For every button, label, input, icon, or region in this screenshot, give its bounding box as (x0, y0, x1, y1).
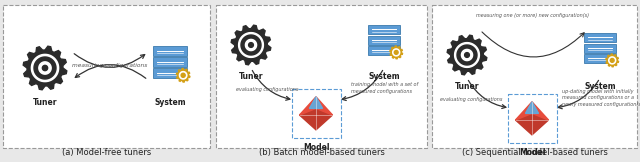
Text: up-dating model with initially
measured configurations or a
newly measured confi: up-dating model with initially measured … (562, 89, 640, 107)
Polygon shape (39, 62, 51, 74)
FancyBboxPatch shape (154, 68, 187, 78)
Bar (432, 5, 637, 148)
Polygon shape (447, 35, 487, 75)
Polygon shape (515, 113, 548, 135)
FancyArrowPatch shape (468, 80, 506, 109)
Text: Model: Model (519, 148, 545, 157)
FancyBboxPatch shape (368, 46, 400, 55)
Polygon shape (300, 108, 333, 130)
Polygon shape (457, 45, 477, 65)
FancyBboxPatch shape (368, 25, 400, 34)
Text: (b) Batch model-based tuners: (b) Batch model-based tuners (259, 148, 385, 157)
FancyArrowPatch shape (76, 65, 146, 78)
Text: Model: Model (303, 143, 329, 152)
Text: measuring one (or more) new configuration(s): measuring one (or more) new configuratio… (476, 13, 589, 18)
Text: evaluating configurations: evaluating configurations (236, 87, 298, 93)
FancyBboxPatch shape (154, 46, 187, 56)
Polygon shape (42, 65, 47, 71)
FancyBboxPatch shape (584, 44, 616, 52)
Text: System: System (368, 72, 400, 81)
Polygon shape (309, 97, 323, 108)
FancyArrowPatch shape (74, 54, 145, 67)
Polygon shape (245, 39, 257, 51)
FancyBboxPatch shape (154, 57, 187, 67)
Polygon shape (31, 54, 59, 82)
FancyArrowPatch shape (342, 70, 383, 100)
Bar (216, 5, 427, 148)
FancyArrowPatch shape (252, 70, 290, 100)
Polygon shape (181, 73, 185, 77)
Text: System: System (584, 82, 616, 91)
Polygon shape (609, 57, 616, 64)
Polygon shape (461, 49, 472, 61)
Text: (a) Model-free tuners: (a) Model-free tuners (62, 148, 152, 157)
Polygon shape (515, 102, 548, 120)
Text: Tuner: Tuner (33, 98, 57, 107)
Polygon shape (393, 49, 400, 56)
Polygon shape (34, 57, 56, 79)
Polygon shape (248, 43, 253, 47)
Polygon shape (606, 54, 618, 67)
Bar (3, 5, 210, 148)
Polygon shape (239, 33, 264, 57)
Text: evaluating configurations: evaluating configurations (440, 98, 502, 103)
Text: System: System (154, 98, 186, 107)
Text: Tuner: Tuner (239, 72, 263, 81)
FancyArrowPatch shape (558, 80, 598, 109)
Polygon shape (177, 69, 190, 82)
Polygon shape (611, 58, 614, 62)
FancyBboxPatch shape (584, 33, 616, 42)
Polygon shape (231, 25, 271, 65)
Polygon shape (241, 35, 261, 55)
Polygon shape (390, 46, 403, 59)
Bar (508, 94, 557, 143)
Polygon shape (300, 97, 333, 115)
Text: measuring configurations: measuring configurations (72, 64, 148, 69)
Polygon shape (179, 72, 187, 79)
FancyBboxPatch shape (584, 54, 616, 63)
Polygon shape (454, 43, 479, 67)
Polygon shape (394, 51, 398, 54)
Bar (291, 89, 340, 138)
FancyArrowPatch shape (482, 32, 584, 57)
Text: Tuner: Tuner (455, 82, 479, 91)
Polygon shape (465, 53, 469, 57)
Polygon shape (525, 102, 539, 113)
Text: (c) Sequential model-based tuners: (c) Sequential model-based tuners (462, 148, 608, 157)
Text: training model with a set of
measured configurations: training model with a set of measured co… (351, 82, 419, 94)
FancyBboxPatch shape (368, 35, 400, 45)
Polygon shape (23, 46, 67, 90)
